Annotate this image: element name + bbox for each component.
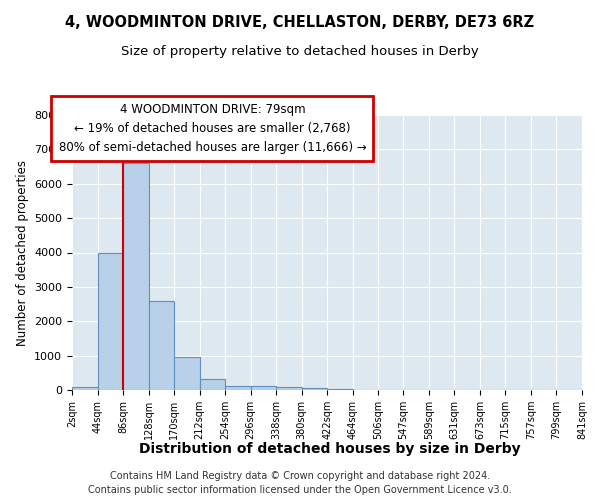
Bar [276, 387, 302, 390]
Text: Size of property relative to detached houses in Derby: Size of property relative to detached ho… [121, 45, 479, 58]
Bar [98, 252, 123, 390]
Bar [174, 358, 200, 390]
Bar [72, 387, 98, 390]
Y-axis label: Number of detached properties: Number of detached properties [16, 160, 29, 346]
Bar [225, 386, 251, 390]
Text: 4, WOODMINTON DRIVE, CHELLASTON, DERBY, DE73 6RZ: 4, WOODMINTON DRIVE, CHELLASTON, DERBY, … [65, 15, 535, 30]
Bar [200, 379, 225, 390]
Text: 4 WOODMINTON DRIVE: 79sqm
← 19% of detached houses are smaller (2,768)
80% of se: 4 WOODMINTON DRIVE: 79sqm ← 19% of detac… [59, 104, 366, 154]
Text: Distribution of detached houses by size in Derby: Distribution of detached houses by size … [139, 442, 521, 456]
Text: Contains HM Land Registry data © Crown copyright and database right 2024.
Contai: Contains HM Land Registry data © Crown c… [88, 471, 512, 495]
Bar [302, 388, 328, 390]
Bar [251, 386, 276, 390]
Bar [149, 300, 174, 390]
Bar [123, 163, 149, 390]
